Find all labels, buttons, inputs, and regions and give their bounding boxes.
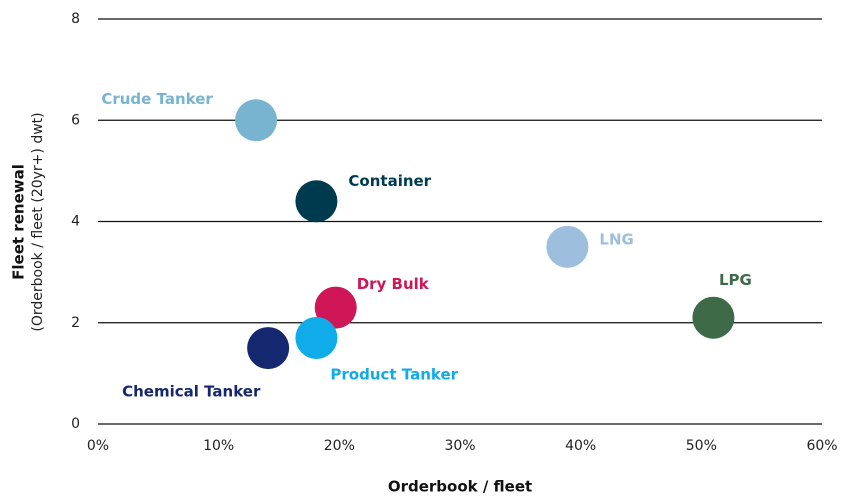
point — [692, 296, 735, 339]
y-tick-label: 8 — [71, 11, 80, 27]
point — [235, 99, 278, 142]
point — [314, 286, 357, 329]
y-tick-label: 2 — [71, 315, 80, 331]
point-label: Chemical Tanker — [122, 383, 261, 401]
x-tick-label: 20% — [324, 438, 355, 454]
x-tick-label: 10% — [203, 438, 234, 454]
y-axis-subtitle: (Orderbook / fleet (20yr+) dwt) — [30, 112, 46, 331]
y-axis-title: Fleet renewal — [10, 164, 28, 280]
point-label: Product Tanker — [330, 365, 458, 383]
point-label: LPG — [719, 271, 752, 289]
point — [546, 225, 589, 268]
point — [247, 327, 290, 370]
point-label: Crude Tanker — [101, 90, 213, 108]
x-tick-label: 0% — [87, 438, 109, 454]
y-tick-label: 4 — [71, 214, 80, 230]
y-tick-label: 6 — [71, 112, 80, 128]
point — [295, 180, 338, 223]
x-tick-label: 40% — [565, 438, 596, 454]
x-tick-label: 30% — [444, 438, 475, 454]
x-tick-label: 60% — [806, 438, 837, 454]
point-label: Container — [348, 172, 431, 190]
point-label: Dry Bulk — [357, 275, 430, 293]
x-tick-label: 50% — [686, 438, 717, 454]
y-tick-label: 0 — [71, 416, 80, 432]
x-axis-title: Orderbook / fleet — [388, 478, 532, 496]
point-label: LNG — [599, 230, 633, 248]
point — [295, 316, 338, 359]
